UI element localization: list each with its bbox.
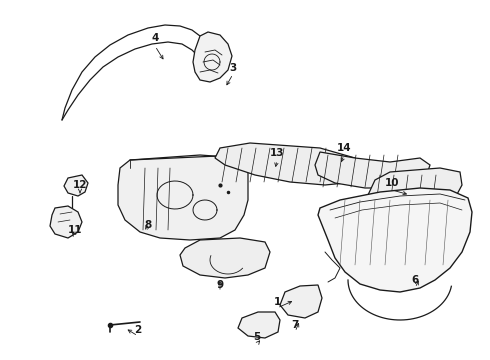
Text: 6: 6 xyxy=(412,275,418,285)
Polygon shape xyxy=(50,206,82,238)
Polygon shape xyxy=(368,168,462,215)
Text: 2: 2 xyxy=(134,325,142,335)
Text: 1: 1 xyxy=(273,297,281,307)
Polygon shape xyxy=(280,285,322,318)
Text: 13: 13 xyxy=(270,148,284,158)
Text: 8: 8 xyxy=(145,220,151,230)
Text: 7: 7 xyxy=(292,320,299,330)
Polygon shape xyxy=(215,143,360,185)
Polygon shape xyxy=(315,152,430,188)
Text: 5: 5 xyxy=(253,332,261,342)
Text: 14: 14 xyxy=(337,143,351,153)
Text: 3: 3 xyxy=(229,63,237,73)
Polygon shape xyxy=(64,175,88,196)
Polygon shape xyxy=(180,238,270,278)
Text: 4: 4 xyxy=(151,33,159,43)
Polygon shape xyxy=(318,188,472,292)
Polygon shape xyxy=(118,155,248,240)
Text: 11: 11 xyxy=(68,225,82,235)
Text: 12: 12 xyxy=(73,180,87,190)
Text: 10: 10 xyxy=(385,178,399,188)
Polygon shape xyxy=(193,32,232,82)
Polygon shape xyxy=(238,312,280,338)
Text: 9: 9 xyxy=(217,280,223,290)
